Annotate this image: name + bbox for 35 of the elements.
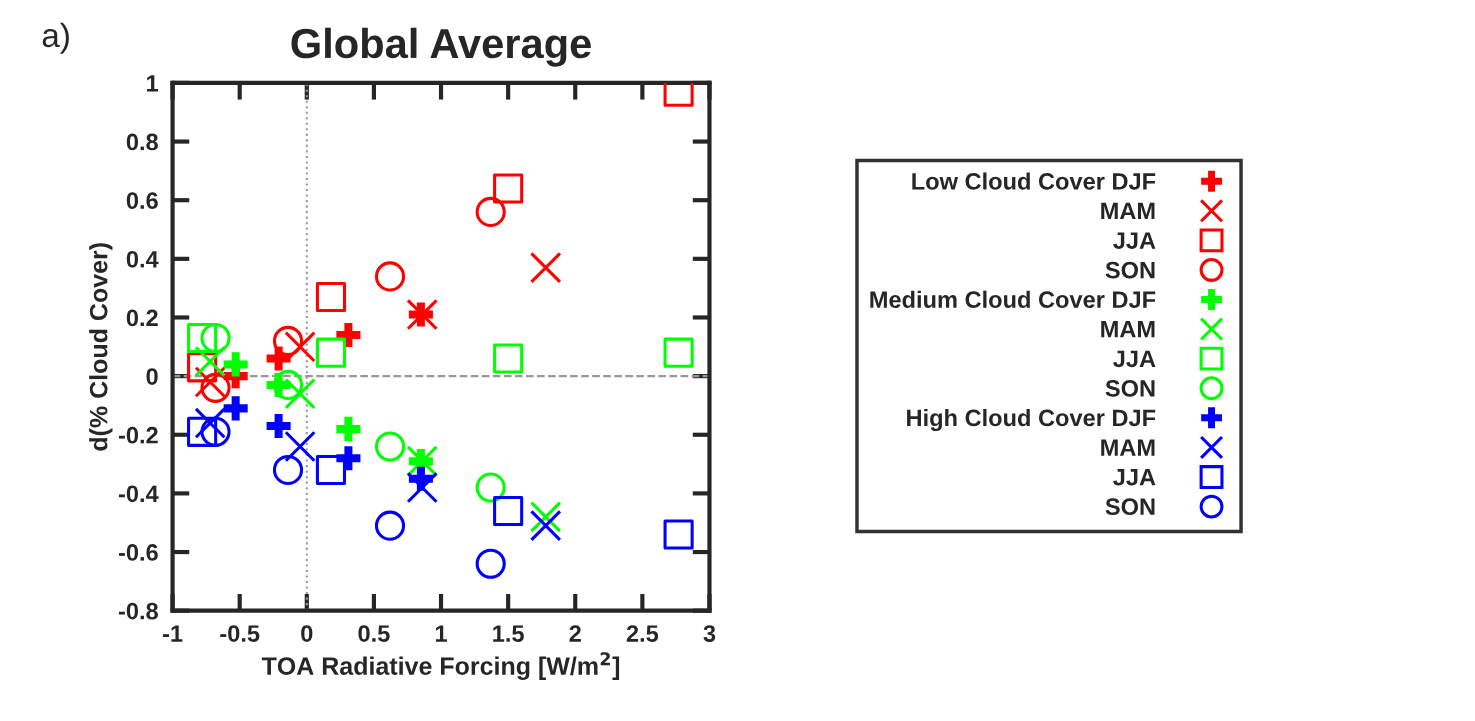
legend-label: JJA [1113, 469, 1156, 486]
legend-label: Low Cloud Cover DJF [912, 172, 1156, 190]
legend-label: SON [1105, 498, 1155, 516]
legend-label: SON [1105, 380, 1155, 397]
legend-label: Medium Cloud Cover DJF [870, 290, 1156, 309]
x-tick-label: 1.5 [493, 625, 524, 642]
x-tick-label: 0.5 [358, 625, 390, 642]
x-tick-label: 1 [435, 625, 447, 642]
x-tick-label: -0.5 [220, 625, 260, 642]
y-tick-label: -0.2 [118, 426, 158, 444]
y-tick-label: 1 [147, 75, 159, 92]
legend-label: SON [1105, 261, 1155, 279]
legend-label: JJA [1113, 350, 1156, 368]
x-tick-label: 2 [569, 625, 581, 642]
legend-label: MAM [1101, 439, 1155, 456]
y-tick-label: -0.4 [118, 485, 159, 503]
y-tick-label: 0 [146, 368, 158, 385]
y-tick-label: -0.6 [118, 544, 158, 561]
legend-label: JJA [1113, 232, 1156, 249]
y-axis-title: d(% Cloud Cover) [89, 243, 113, 451]
y-tick-label: 0.4 [126, 250, 159, 268]
x-tick-label: -1 [163, 625, 183, 642]
y-tick-label: -0.8 [118, 602, 158, 620]
y-tick-label: 0.8 [126, 133, 158, 151]
y-tick-label: 0.6 [126, 192, 158, 209]
x-tick-label: 3 [703, 625, 716, 642]
chart-title: Global Average [291, 27, 591, 67]
x-tick-label: 0 [301, 625, 313, 642]
legend-label: MAM [1101, 321, 1155, 338]
y-tick-label: 0.2 [126, 309, 158, 327]
x-tick-label: 2.5 [626, 625, 659, 642]
text: a) [42, 22, 69, 54]
x-axis-title: TOA Radiative Forcing [W/m$^{2}$] [261, 652, 620, 680]
legend-label: High Cloud Cover DJF [907, 408, 1156, 432]
legend-label: MAM [1101, 202, 1155, 220]
